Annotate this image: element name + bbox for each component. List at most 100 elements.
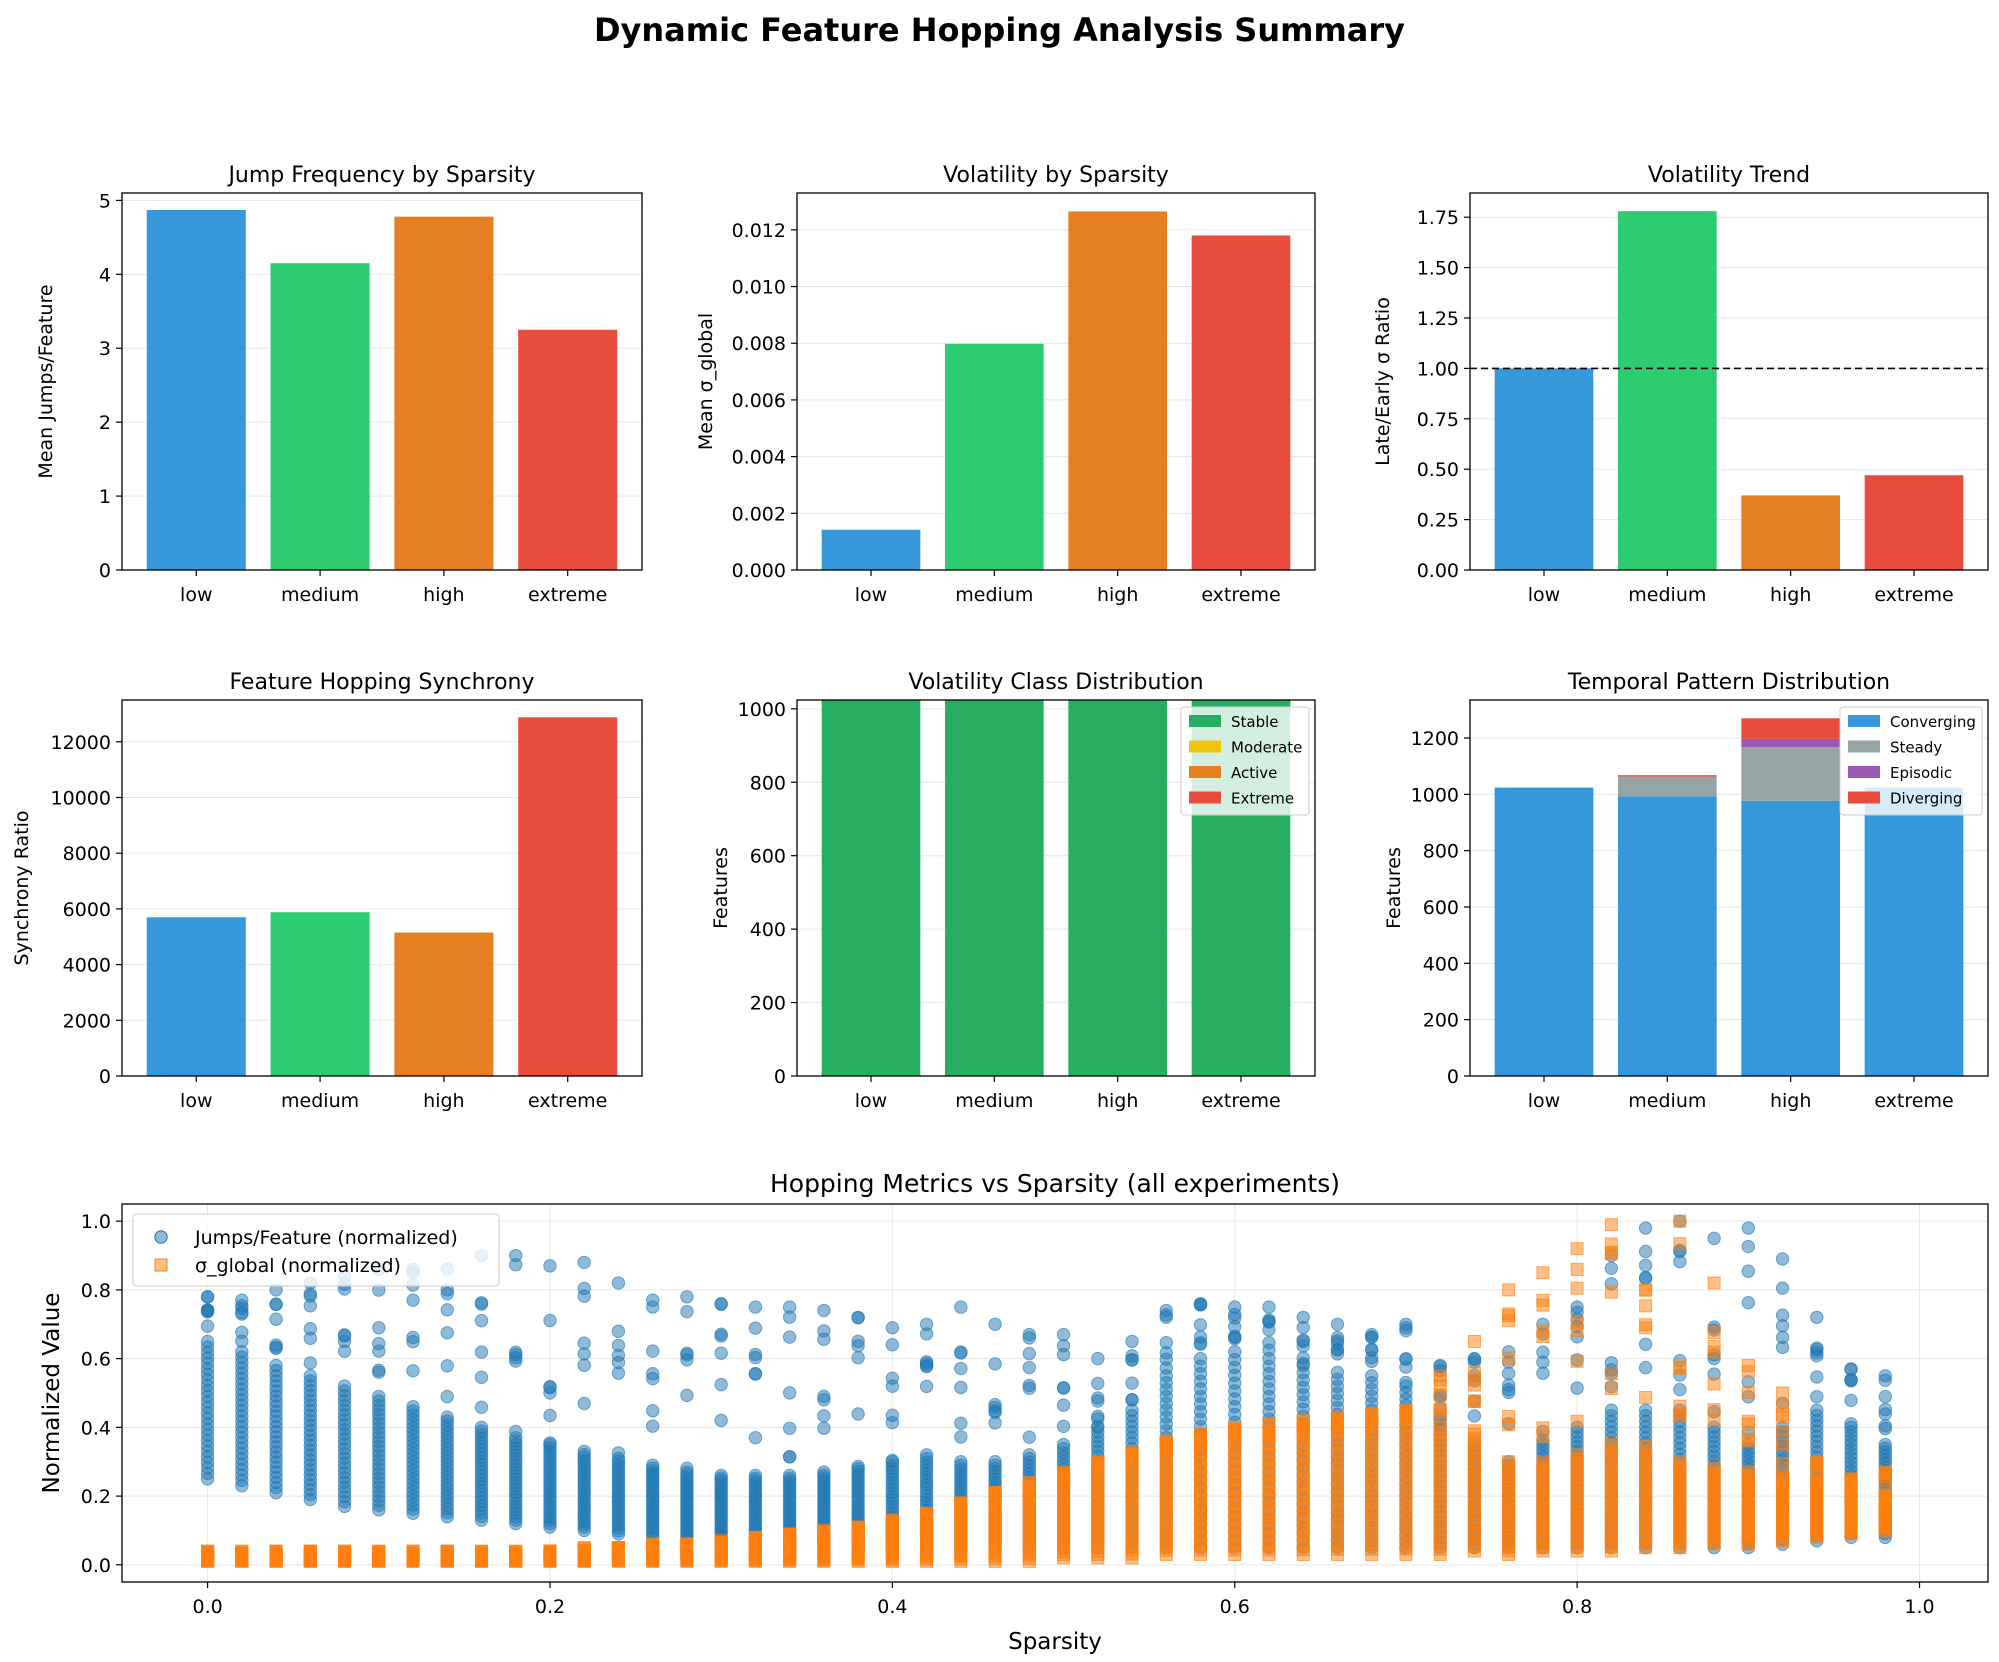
y-tick-label: 10000 [51,787,111,809]
scatter-point [1741,1385,1755,1399]
legend-swatch-converging [1848,715,1880,727]
scatter-point [988,1455,1002,1469]
y-tick-label: 600 [1423,897,1459,919]
scatter-point [1330,1365,1345,1380]
y-tick-label: 400 [1423,953,1459,975]
y-label-group: Mean σ_global [695,313,717,450]
x-tick-label: 0.4 [877,1596,907,1618]
scatter-point [1125,1444,1139,1458]
scatter-point [851,1339,865,1353]
scatter-point [1673,1399,1687,1413]
scatter-point [1502,1283,1516,1297]
scatter-point [201,1544,215,1558]
scatter-point [235,1544,249,1558]
y-tick-label: 0.00 [1417,560,1459,582]
scatter-point [611,1276,626,1290]
scatter-point [1330,1410,1344,1424]
y-tick-label: 800 [750,772,786,794]
y-tick-label: 6000 [63,899,111,921]
scatter-point [1673,1382,1687,1397]
bar-segment-converging-high [1741,800,1840,1076]
x-tick-label: medium [281,584,359,606]
scatter-point [782,1421,797,1435]
axes-frame [1469,192,1989,571]
scatter-point [1365,1327,1379,1342]
scatter-point [1262,1429,1276,1443]
scatter-point [543,1380,557,1395]
y-tick-label: 0 [99,1066,111,1088]
scatter-point [1775,1281,1790,1295]
scatter-point [1296,1427,1310,1441]
scatter-point [1502,1309,1516,1323]
scatter-point [1056,1419,1071,1434]
scatter-point [1638,1221,1653,1235]
scatter-point [1159,1434,1173,1448]
bar-medium [270,912,370,1076]
scatter-point [714,1346,728,1360]
scatter-point [680,1346,694,1360]
scatter-point [645,1458,660,1472]
scatter-point [1741,1359,1755,1373]
y-axis-label: Normalized Value [39,1293,65,1494]
scatter-point [954,1361,968,1376]
scatter-point [1467,1373,1481,1387]
bar-high [1741,495,1840,570]
scatter-point [1570,1300,1584,1314]
bar-segment-episodic-high [1741,738,1840,748]
x-tick-label: high [1097,584,1138,606]
axes-frame [1469,699,1989,1077]
scatter-point [1022,1360,1037,1375]
x-tick-label: extreme [528,584,607,606]
y-tick-label: 3 [99,338,111,360]
y-tick-label: 0.8 [81,1280,111,1302]
bar-segment-stable-high [1068,700,1167,1076]
scatter-point [1022,1381,1037,1396]
scatter-point [1091,1455,1105,1469]
scatter-point [200,1319,215,1333]
scatter-point [748,1366,763,1381]
scatter-point [1776,1468,1790,1482]
scatter-point [1604,1261,1619,1276]
bar-segment-converging-medium [1618,796,1717,1076]
scatter-point [1296,1413,1310,1427]
y-tick-label: 200 [1423,1010,1459,1032]
x-tick-label: low [855,1090,887,1112]
axes-frame [121,699,643,1077]
legend-label: Jumps/Feature (normalized) [194,1227,458,1249]
scatter-point [1844,1393,1858,1408]
y-label-group: Synchrony Ratio [11,811,33,966]
scatter-point [1810,1403,1824,1417]
scatter-point [1501,1382,1516,1397]
scatter-point [817,1303,831,1318]
y-tick-label: 0.008 [732,333,786,355]
legend-swatch-extreme [1189,791,1221,804]
scatter-point [1262,1417,1276,1431]
scatter-point [1365,1407,1379,1421]
scatter-point [1707,1377,1721,1391]
scatter-point [509,1345,523,1360]
vol_trend-panel: 0.00 0.25 0.50 0.75 1.00 1.25 1.50 1.75 low mediu… [1372,163,1989,606]
y-tick-label: 1.50 [1417,258,1459,280]
legend-marker-sigma [154,1258,168,1272]
bar-medium [1618,211,1717,570]
scatter-point [680,1537,694,1551]
scatter-point [954,1416,968,1430]
y-tick-label: 0.4 [81,1417,111,1439]
scatter-point [1639,1440,1653,1454]
x-tick-label: low [180,584,212,606]
scatter-point [1639,1318,1653,1332]
y-tick-label: 400 [750,919,786,941]
x-tick-label: medium [281,1090,359,1112]
scatter-point [714,1534,728,1548]
scatter-point [1741,1465,1755,1479]
scatter-point [1399,1375,1413,1390]
scatter-point [338,1544,352,1558]
scatter-point [200,1290,215,1304]
scatter-point [1536,1266,1550,1280]
scatter-point [885,1379,900,1393]
scatter-point [1570,1262,1584,1276]
bar-segment-diverging-medium [1618,775,1717,777]
scatter-point [1193,1318,1208,1332]
scatter-point [1741,1434,1755,1448]
scatter-point [1399,1317,1413,1331]
